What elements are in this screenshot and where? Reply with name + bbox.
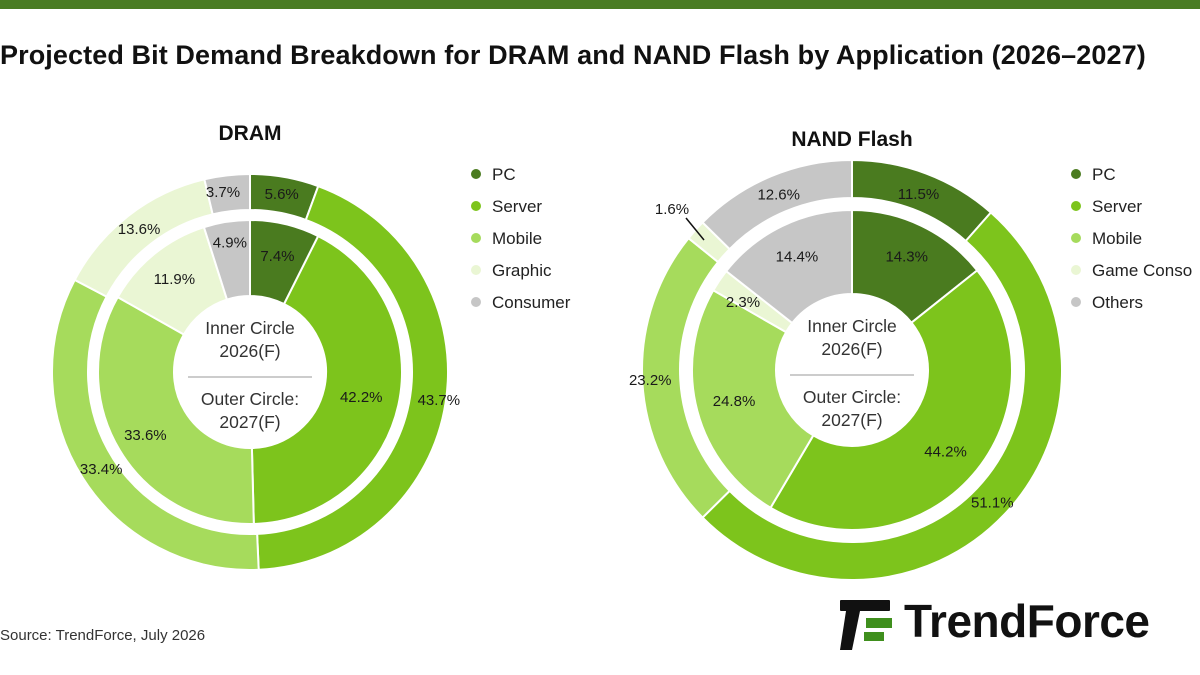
chart-title: DRAM <box>219 122 282 145</box>
inner-label-mobile: 24.8% <box>713 393 756 410</box>
center-label: 2027(F) <box>821 410 882 430</box>
legend-marker-server <box>471 201 481 211</box>
outer-label-mobile: 33.4% <box>80 461 123 478</box>
outer-label-server: 43.7% <box>418 392 461 409</box>
inner-label-game-console: 2.3% <box>726 294 760 311</box>
legend-item-others: Others <box>1092 293 1143 312</box>
center-label: 2026(F) <box>821 339 882 359</box>
callout-line <box>685 217 705 241</box>
chart-title: NAND Flash <box>791 128 912 151</box>
outer-label-mobile: 23.2% <box>629 372 672 389</box>
legend-marker-graphic <box>471 265 481 275</box>
legend-item-graphic: Graphic <box>492 261 552 280</box>
legend-item-game-conso: Game Conso <box>1092 261 1192 280</box>
legend-marker-others <box>1071 297 1081 307</box>
legend-item-pc: PC <box>492 165 516 184</box>
trendforce-logo-text: TrendForce <box>904 595 1150 647</box>
outer-label-pc: 5.6% <box>265 186 299 203</box>
center-label: 2027(F) <box>219 412 280 432</box>
center-label: 2026(F) <box>219 341 280 361</box>
outer-label-pc: 11.5% <box>898 186 939 203</box>
legend-marker-mobile <box>1071 233 1081 243</box>
legend-marker-pc <box>471 169 481 179</box>
legend-marker-pc <box>1071 169 1081 179</box>
legend-item-server: Server <box>492 197 542 216</box>
trendforce-logo-icon <box>840 600 892 650</box>
legend-item-mobile: Mobile <box>1092 229 1142 248</box>
inner-label-pc: 14.3% <box>885 249 928 266</box>
legend-marker-mobile <box>471 233 481 243</box>
ring-gap <box>681 199 1023 541</box>
center-label: Outer Circle: <box>201 389 299 409</box>
inner-label-server: 42.2% <box>340 389 383 406</box>
center-label: Outer Circle: <box>803 387 901 407</box>
outer-label-game-console: 1.6% <box>655 201 689 218</box>
outer-ring-slice-server <box>701 211 1063 581</box>
inner-label-mobile: 33.6% <box>124 427 167 444</box>
inner-label-graphic: 11.9% <box>154 271 195 288</box>
legend-marker-game-conso <box>1071 265 1081 275</box>
center-label: Inner Circle <box>807 316 896 336</box>
center-label: Inner Circle <box>205 318 294 338</box>
inner-label-pc: 7.4% <box>260 248 294 265</box>
inner-label-consumer: 4.9% <box>213 235 247 252</box>
nand-flash-chart: NAND Flash Inner Circle 2026(F) Outer Circl… <box>629 128 1192 581</box>
outer-ring-slice-others <box>701 158 853 251</box>
top-accent-bar <box>0 0 1200 9</box>
inner-label-server: 44.2% <box>924 443 967 460</box>
page-title: Projected Bit Demand Breakdown for DRAM … <box>0 40 1146 70</box>
legend-marker-server <box>1071 201 1081 211</box>
outer-label-others: 12.6% <box>757 187 800 204</box>
ring-gap <box>88 210 412 534</box>
inner-label-others: 14.4% <box>776 249 819 266</box>
legend-item-consumer: Consumer <box>492 293 571 312</box>
outer-label-graphic: 13.6% <box>118 221 161 238</box>
legend-item-pc: PC <box>1092 165 1116 184</box>
legend-item-server: Server <box>1092 197 1142 216</box>
legend-item-mobile: Mobile <box>492 229 542 248</box>
legend-marker-consumer <box>471 297 481 307</box>
dram-chart: DRAM Inner Circle 2026(F) Outer Circle: 2027… <box>51 122 571 571</box>
source-note: Source: TrendForce, July 2026 <box>0 627 206 644</box>
donut-hole <box>174 296 326 448</box>
outer-label-server: 51.1% <box>971 495 1014 512</box>
trendforce-logo: TrendForce <box>838 594 1200 654</box>
outer-label-consumer: 3.7% <box>206 184 240 201</box>
donut-hole <box>776 294 928 446</box>
